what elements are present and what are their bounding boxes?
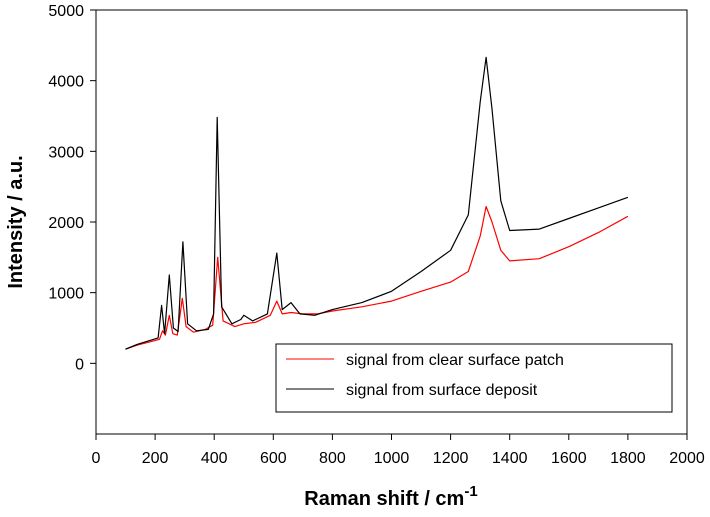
x-tick-label-200: 200 xyxy=(142,450,169,467)
series-line-clear-surface-patch xyxy=(125,205,629,350)
legend: signal from clear surface patch signal f… xyxy=(275,343,673,413)
x-axis-title-text: Raman shift / cm xyxy=(304,488,464,510)
x-axis-title-superscript: -1 xyxy=(464,483,477,500)
x-tick-label-1200: 1200 xyxy=(433,450,469,467)
x-tick-label-600: 600 xyxy=(260,450,287,467)
y-tick-label-3000: 3000 xyxy=(48,144,84,161)
y-tick-label-1000: 1000 xyxy=(48,286,84,303)
x-tick-label-0: 0 xyxy=(92,450,101,467)
y-axis-title: Intensity / a.u. xyxy=(5,155,27,288)
series-layer xyxy=(125,56,629,350)
x-tick-label-2000: 2000 xyxy=(669,450,705,467)
x-tick-label-1800: 1800 xyxy=(610,450,646,467)
y-axis: 0 1000 2000 3000 4000 5000 xyxy=(48,3,96,373)
x-tick-label-1400: 1400 xyxy=(492,450,528,467)
legend-label-surface-deposit: signal from surface deposit xyxy=(346,382,538,399)
legend-box xyxy=(275,343,673,413)
x-axis-title: Raman shift / cm-1 xyxy=(304,483,477,510)
y-tick-label-0: 0 xyxy=(75,356,84,373)
series-line-surface-deposit xyxy=(125,56,629,350)
x-tick-label-1600: 1600 xyxy=(551,450,587,467)
x-tick-label-1000: 1000 xyxy=(374,450,410,467)
x-tick-label-800: 800 xyxy=(319,450,346,467)
y-tick-label-4000: 4000 xyxy=(48,74,84,91)
x-tick-label-400: 400 xyxy=(201,450,228,467)
x-axis: 0 200 400 600 800 1000 1200 1400 1600 1800 2000 xyxy=(92,434,705,467)
y-tick-label-5000: 5000 xyxy=(48,3,84,20)
y-tick-label-2000: 2000 xyxy=(48,215,84,232)
legend-label-clear-patch: signal from clear surface patch xyxy=(346,352,564,369)
